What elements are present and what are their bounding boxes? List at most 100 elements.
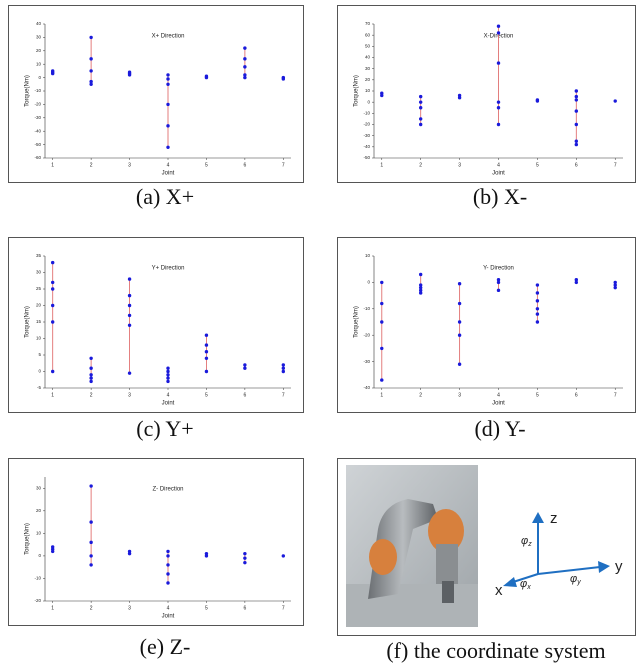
data-point — [89, 379, 93, 384]
y-axis-label: Torque(Nm) — [25, 306, 31, 338]
data-point — [380, 280, 384, 285]
x-tick-label: 7 — [282, 162, 285, 168]
y-tick-label: -60 — [34, 155, 41, 160]
y-tick-label: 30 — [36, 485, 42, 490]
data-point — [243, 73, 247, 77]
data-point — [380, 378, 384, 382]
robot-joint — [428, 509, 464, 553]
chart-title: Y+ Direction — [152, 266, 185, 272]
data-point — [166, 77, 170, 81]
x-tick-label: 2 — [419, 392, 422, 398]
data-point — [418, 285, 423, 290]
data-point — [204, 74, 209, 78]
chart: -40 -30 -20 -10 0 10 1 2 3 4 5 6 7 Joint Torque(Nm) Y- … — [354, 253, 623, 407]
data-point — [89, 563, 93, 567]
y-tick-label: -20 — [363, 332, 370, 337]
data-point — [50, 303, 55, 308]
data-point — [166, 572, 170, 576]
data-point — [496, 280, 501, 285]
x-tick-label: 6 — [243, 392, 246, 398]
y-tick-label: 70 — [365, 21, 371, 26]
y-tick-label: -5 — [37, 385, 41, 390]
y-tick-label: -30 — [34, 115, 41, 120]
x-tick-label: 5 — [205, 605, 208, 611]
data-point — [243, 363, 247, 367]
x-tick-label: 5 — [205, 162, 208, 168]
y-tick-label: 40 — [365, 55, 371, 60]
chart-panel: -50 -40 -30 -20 -10 0 10 20 30 40 50 60 70 1 2 3 4 5 6 7 Joi… — [337, 5, 636, 183]
data-point — [418, 106, 423, 110]
data-point — [496, 24, 501, 28]
chart-panel: -40 -30 -20 -10 0 10 1 2 3 4 5 6 7 Joint Torque(Nm) Y- … — [337, 237, 636, 413]
data-point — [281, 554, 286, 558]
y-tick-label: -10 — [363, 111, 370, 116]
chart: -20 -10 0 10 20 30 1 2 3 4 5 6 7 Joint Torque(Nm) Z- Di… — [25, 477, 291, 620]
data-point — [496, 31, 501, 35]
data-point — [166, 373, 170, 377]
y-axis — [537, 566, 601, 575]
data-point — [574, 89, 579, 93]
angle-subscript: x — [526, 584, 531, 591]
x-tick-label: 5 — [536, 162, 539, 168]
data-point — [535, 98, 540, 102]
y-tick-label: 25 — [36, 286, 42, 291]
data-point — [89, 366, 93, 370]
y-tick-label: 50 — [365, 44, 371, 49]
data-point — [204, 369, 209, 374]
x-tick-label: 4 — [497, 162, 500, 168]
data-point — [281, 369, 286, 374]
data-point — [574, 142, 579, 147]
y-tick-label: 0 — [367, 280, 370, 285]
data-point — [574, 122, 579, 127]
data-point — [457, 301, 462, 306]
chart-panel: -60 -50 -40 -30 -20 -10 0 10 20 30 40 1 2 3 4 5 6 7 Joint T… — [8, 5, 304, 183]
x-tick-label: 1 — [380, 162, 383, 168]
x-tick-label: 7 — [614, 392, 617, 398]
data-point — [89, 79, 93, 84]
data-point — [380, 346, 384, 351]
angle-subscript: y — [576, 579, 581, 586]
data-point — [166, 581, 170, 585]
table — [346, 584, 478, 627]
data-point — [535, 291, 540, 295]
y-tick-label: -30 — [363, 359, 370, 364]
data-point — [127, 313, 132, 318]
robot-wrist — [436, 544, 458, 584]
data-point — [127, 277, 132, 281]
y-tick-label: -10 — [34, 88, 41, 93]
data-point — [243, 65, 247, 69]
data-point — [574, 94, 579, 99]
photo-drawing: z y x φz φy φx — [346, 465, 623, 627]
caption: (e) Z- — [139, 634, 191, 659]
y-tick-label: -40 — [363, 144, 370, 149]
x-axis-label: Joint — [492, 171, 505, 177]
data-point — [127, 323, 132, 327]
data-point — [50, 369, 55, 374]
chart-title: X+ Direction — [152, 34, 185, 40]
data-point — [418, 288, 423, 293]
axis-label: z — [550, 510, 558, 527]
data-point — [457, 93, 462, 98]
data-point — [418, 272, 423, 277]
y-tick-label: 0 — [367, 99, 370, 104]
y-tick-label: 10 — [365, 253, 371, 258]
y-axis-label: Torque(Nm) — [25, 75, 31, 107]
data-point — [418, 100, 423, 104]
y-tick-label: 10 — [36, 336, 42, 341]
angle-label: φz — [521, 535, 532, 548]
data-point — [204, 356, 209, 360]
data-point — [281, 366, 286, 370]
data-point — [243, 57, 247, 61]
y-tick-label: 60 — [365, 32, 371, 37]
x-tick-label: 3 — [128, 392, 131, 398]
robot-joint — [369, 539, 397, 575]
chart-title: Y- Direction — [483, 266, 514, 272]
y-tick-label: 20 — [36, 508, 42, 513]
x-tick-label: 2 — [90, 162, 93, 168]
caption: (a) X+ — [135, 184, 195, 209]
data-point — [613, 283, 617, 287]
y-tick-label: 20 — [36, 303, 42, 308]
y-tick-label: -40 — [363, 385, 370, 390]
x-tick-label: 7 — [614, 162, 617, 168]
y-tick-label: 0 — [38, 369, 41, 374]
